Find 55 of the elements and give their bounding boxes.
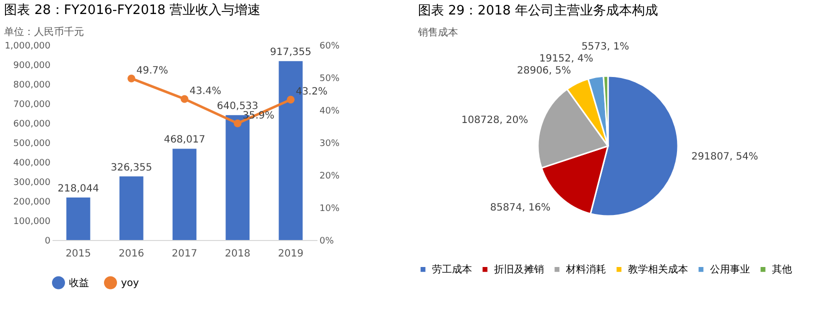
data-label: 49.7% — [136, 65, 168, 76]
y-tick-label: 800,000 — [13, 80, 51, 90]
point — [234, 119, 242, 128]
legend-label: yoy — [121, 278, 140, 289]
y-tick-label: 900,000 — [13, 61, 51, 71]
legend-label: 公用事业 — [710, 263, 750, 276]
chart-title: 图表 28：FY2016-FY2018 营业收入与增速 — [4, 3, 261, 18]
bar — [119, 176, 144, 240]
y-tick-label: 200,000 — [13, 198, 51, 208]
data-label: 28906, 5% — [516, 66, 572, 77]
data-label: 108728, 20% — [461, 115, 528, 126]
y-tick-label: 700,000 — [13, 100, 51, 110]
point — [180, 95, 188, 103]
x-tick-label: 2015 — [66, 248, 92, 260]
data-label: 291807, 54% — [691, 152, 758, 163]
chart-title: 图表 29：2018 年公司主营业务成本构成 — [418, 2, 658, 19]
legend-label: 劳工成本 — [432, 263, 472, 276]
data-label: 326,355 — [110, 162, 152, 174]
point — [286, 96, 295, 104]
y2-tick-label: 0% — [320, 236, 334, 246]
legend-label: 其他 — [772, 263, 792, 276]
bar — [172, 148, 196, 240]
y2-tick-label: 50% — [320, 74, 340, 84]
data-label: 19152, 4% — [539, 54, 594, 65]
y2-tick-label: 20% — [320, 172, 340, 182]
legend-label: 收益 — [69, 276, 89, 289]
y-tick-label: 500,000 — [13, 139, 51, 149]
y2-tick-label: 30% — [320, 139, 340, 149]
point — [128, 74, 136, 82]
y-tick-label: 100,000 — [13, 217, 51, 227]
data-label: 43.4% — [190, 86, 222, 97]
x-tick-label: 2017 — [172, 248, 198, 260]
data-label: 640,533 — [216, 101, 258, 112]
chart-subtitle: 销售成本 — [417, 26, 458, 39]
data-label: 468,017 — [164, 134, 206, 146]
y2-tick-label: 40% — [320, 106, 340, 116]
bar — [66, 197, 90, 240]
data-label: 218,044 — [58, 183, 99, 194]
y-tick-label: 300,000 — [13, 178, 51, 188]
data-label: 85874, 16% — [490, 202, 551, 214]
y-tick-label: 600,000 — [13, 120, 51, 130]
data-label: 917,355 — [270, 47, 312, 58]
y2-tick-label: 60% — [320, 42, 340, 52]
legend-label: 折旧及摊销 — [494, 263, 544, 276]
y2-tick-label: 10% — [320, 204, 340, 214]
legend-label: 教学相关成本 — [628, 263, 688, 276]
legend-label: 材料消耗 — [565, 263, 606, 276]
y-tick-label: 1,000,000 — [4, 42, 51, 52]
x-tick-label: 2019 — [278, 248, 304, 260]
y-tick-label: 0 — [44, 236, 51, 246]
data-label: 5573, 1% — [581, 42, 630, 53]
x-tick-label: 2016 — [118, 248, 144, 260]
x-tick-label: 2018 — [224, 248, 250, 260]
chart-subtitle: 单位：人民币千元 — [4, 26, 84, 38]
y-tick-label: 400,000 — [13, 158, 51, 168]
